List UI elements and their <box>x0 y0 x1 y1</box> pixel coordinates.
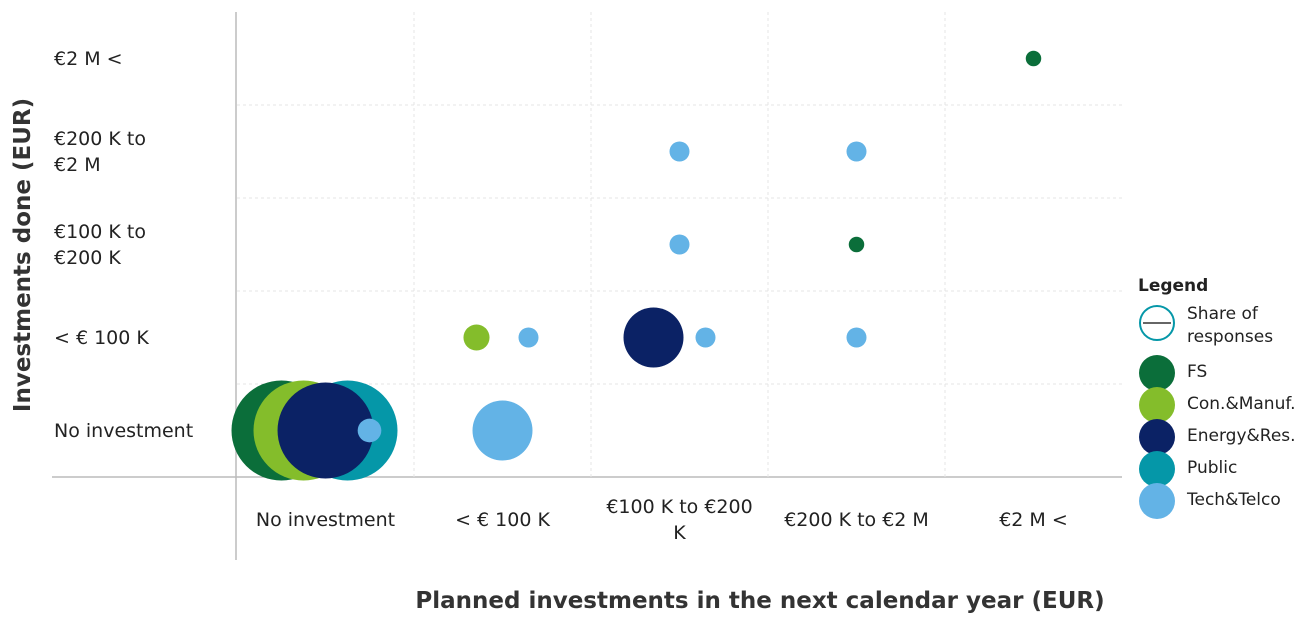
bubble <box>518 327 539 348</box>
bubble <box>848 236 865 253</box>
bubble <box>463 324 490 351</box>
y-axis-title: Investments done (EUR) <box>10 98 36 412</box>
legend-swatch <box>1139 451 1175 487</box>
bubble <box>623 307 684 368</box>
x-tick-label: < € 100 K <box>455 509 550 531</box>
bubble <box>669 141 690 162</box>
bubble <box>277 382 374 479</box>
legend-swatch <box>1139 419 1175 455</box>
legend-title: Legend <box>1138 276 1209 296</box>
y-tick-label: €2 M < <box>54 47 123 70</box>
x-tick-label: €200 K to €2 M <box>784 509 929 531</box>
bubble <box>1025 50 1042 67</box>
x-axis-title: Planned investments in the next calendar… <box>415 588 1104 614</box>
legend-swatch <box>1139 355 1175 391</box>
legend-swatch <box>1139 483 1175 519</box>
y-tick-label: < € 100 K <box>54 326 149 349</box>
bubble <box>472 400 533 461</box>
y-tick-label: No investment <box>54 419 194 442</box>
legend-swatch <box>1139 387 1175 423</box>
bubble <box>695 327 716 348</box>
legend-size-icon <box>1139 305 1175 341</box>
x-tick-label: €2 M < <box>999 509 1068 531</box>
legend-label: Public <box>1187 458 1238 478</box>
bubble <box>846 141 867 162</box>
bubble <box>846 327 867 348</box>
legend-label: FS <box>1187 362 1208 382</box>
x-tick-label: No investment <box>255 509 396 531</box>
legend-size-label: Share of responses <box>1187 304 1274 347</box>
legend-label: Energy&Res. <box>1187 426 1296 446</box>
bubble <box>669 234 690 255</box>
bubble <box>357 418 382 443</box>
y-tick-label: €100 K to €200 K <box>54 220 146 269</box>
x-tick-label: €100 K to €200 K <box>606 496 753 544</box>
y-tick-label: €200 K to €2 M <box>54 127 146 176</box>
legend-label: Tech&Telco <box>1187 490 1281 510</box>
legend-label: Con.&Manuf. <box>1187 394 1296 414</box>
